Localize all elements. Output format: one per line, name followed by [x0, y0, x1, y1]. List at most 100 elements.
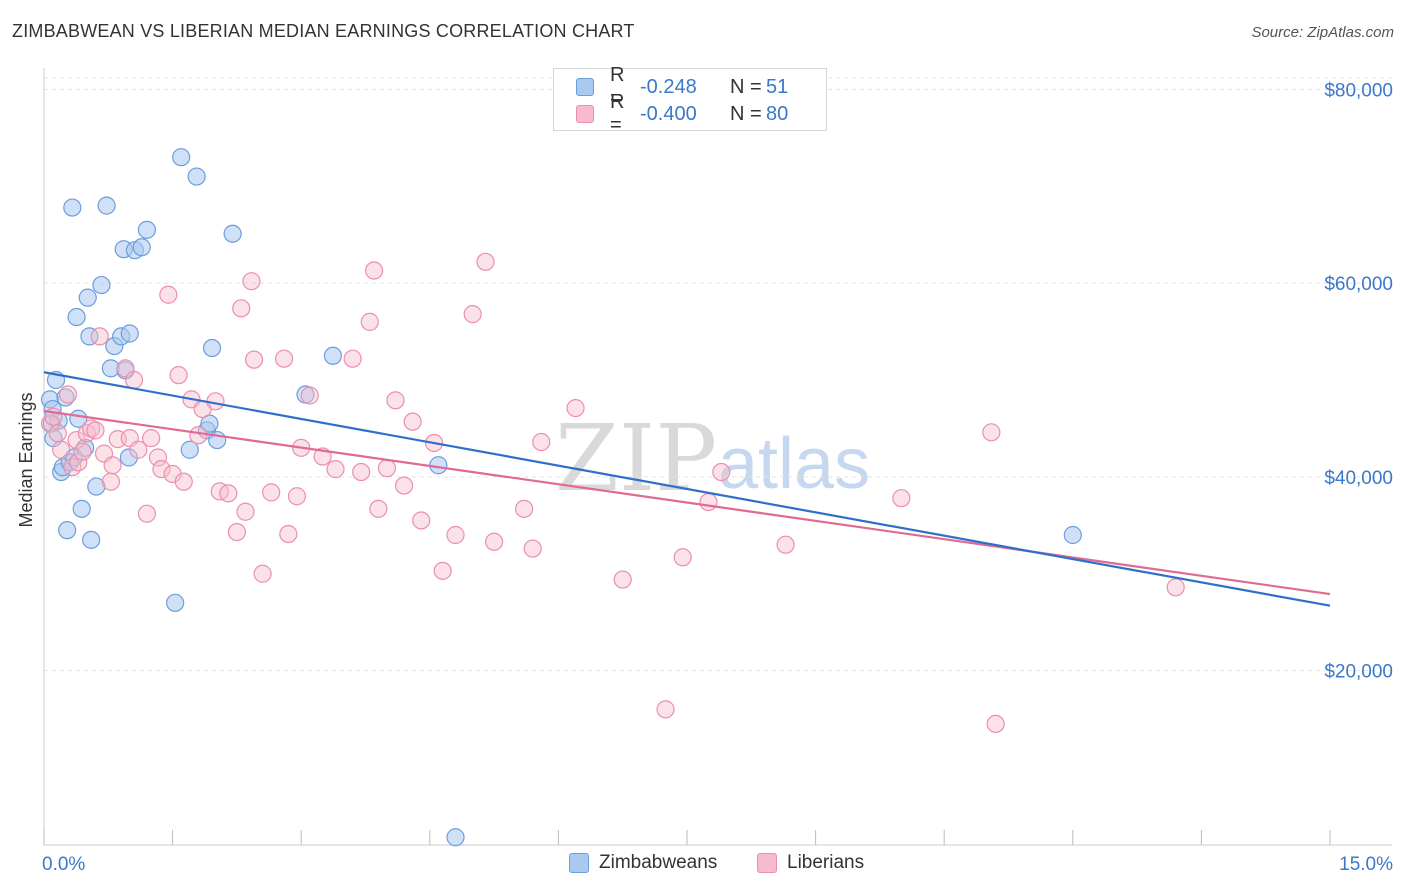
zimbabwean-point	[120, 324, 139, 343]
liberian-point	[446, 525, 465, 545]
gridlines	[44, 77, 1392, 672]
liberian-point	[69, 453, 88, 472]
legend-item-zimbabweans: Zimbabweans	[569, 852, 717, 874]
zimbabwean-point	[87, 477, 106, 496]
liberian-point	[433, 561, 452, 580]
chart-source: Source: ZipAtlas.com	[1251, 24, 1394, 41]
liberian-point	[73, 442, 92, 461]
liberian-point	[244, 350, 264, 369]
r-value: -0.248	[640, 75, 697, 98]
x-tick-labels: 0.0% 15.0%	[42, 854, 1393, 875]
zimbabwean-point	[80, 327, 99, 346]
liberian-point	[360, 312, 379, 331]
liberian-point	[523, 539, 542, 558]
zimbabwean-point	[58, 521, 77, 540]
liberian-point	[169, 366, 188, 385]
y-axis-label: Median Earnings	[16, 392, 36, 527]
liberian-point	[656, 700, 675, 719]
legend-item-liberians: Liberians	[757, 852, 864, 874]
zimbabwean-point	[56, 388, 75, 407]
liberian-point	[174, 472, 193, 491]
trend-lines	[43, 371, 1331, 607]
zimbabwean-point	[78, 288, 97, 307]
liberian-point	[776, 535, 795, 554]
r-label: R =	[610, 91, 625, 136]
liberian-point	[1166, 578, 1185, 597]
zimbabwean-point	[180, 440, 199, 459]
n-label: N =	[730, 102, 762, 125]
liberian-point	[52, 440, 71, 459]
liberian-point	[253, 564, 272, 583]
liberian-point	[386, 391, 405, 410]
chart-title: ZIMBABWEAN VS LIBERIAN MEDIAN EARNINGS C…	[12, 21, 635, 41]
liberian-point	[58, 385, 78, 404]
liberian-point	[476, 252, 495, 271]
x-tick-label-max: 15.0%	[1339, 854, 1393, 875]
zimbabwean-point	[137, 220, 156, 239]
liberian-point	[412, 511, 431, 530]
axes	[43, 68, 1392, 846]
liberian-point	[159, 285, 178, 304]
liberian-point	[613, 570, 632, 589]
liberian-point	[892, 489, 911, 508]
liberian-point	[300, 386, 319, 405]
y-tick-label-60000: $60,000	[1324, 274, 1393, 295]
zimbabwean-point	[97, 196, 116, 215]
liberian-point	[219, 484, 238, 503]
n-value: 51	[766, 75, 789, 98]
zimbabwean-point	[187, 167, 206, 186]
zimbabwean-point	[200, 414, 219, 433]
zimbabwean-point	[202, 338, 222, 358]
liberian-point	[137, 504, 156, 523]
legend-label-liberians: Liberians	[787, 852, 865, 873]
n-label: N =	[730, 75, 762, 98]
liberian-point	[485, 532, 504, 551]
liberian-points	[40, 252, 1185, 734]
liberian-point	[48, 424, 67, 443]
liberian-point	[712, 462, 731, 482]
liberian-point	[124, 370, 144, 390]
zimbabwean-point	[132, 238, 151, 257]
liberian-point	[343, 349, 362, 368]
liberian-point	[566, 398, 585, 418]
liberian-point	[532, 432, 551, 452]
liberian-point	[142, 429, 161, 448]
liberian-point	[369, 499, 388, 518]
n-value: 80	[766, 102, 789, 125]
watermark-zip: ZIP	[555, 405, 717, 512]
liberian-point	[279, 524, 298, 544]
liberian-point	[86, 421, 105, 440]
x-tick-label-min: 0.0%	[42, 854, 85, 875]
liberian-point	[515, 499, 534, 518]
zimbabwean-point	[72, 499, 91, 518]
zimbabwean-point	[172, 148, 191, 167]
liberian-point	[242, 272, 261, 291]
liberian-point	[236, 502, 255, 521]
zimbabwean-point	[92, 275, 111, 295]
zimbabwean-point	[1063, 525, 1082, 545]
y-tick-label-80000: $80,000	[1324, 80, 1393, 101]
zimbabwean-point	[119, 448, 138, 467]
liberian-point	[262, 483, 281, 502]
r-value: -0.400	[640, 102, 697, 125]
zimbabwean-point	[166, 593, 185, 612]
liberian-point	[326, 460, 345, 479]
liberian-point	[148, 448, 168, 467]
legend-row-zimbabweans: R = -0.248 N = 51	[576, 64, 789, 109]
liberian-point	[189, 426, 208, 445]
liberian-point	[982, 423, 1001, 442]
legend-label-zimbabweans: Zimbabweans	[599, 852, 718, 873]
liberian-point	[463, 305, 482, 324]
r-label: R =	[610, 64, 625, 109]
liberian-point	[101, 472, 120, 491]
series-legend: Zimbabweans Liberians	[0, 852, 1406, 876]
y-tick-label-20000: $20,000	[1324, 662, 1393, 683]
zimbabwean-point	[323, 346, 343, 365]
liberian-point	[352, 462, 371, 482]
watermark: ZIP atlas	[555, 405, 870, 512]
watermark-atlas: atlas	[718, 424, 870, 504]
y-tick-label-40000: $40,000	[1324, 468, 1393, 489]
zimbabwean-swatch	[576, 78, 594, 96]
liberian-point	[232, 299, 251, 318]
